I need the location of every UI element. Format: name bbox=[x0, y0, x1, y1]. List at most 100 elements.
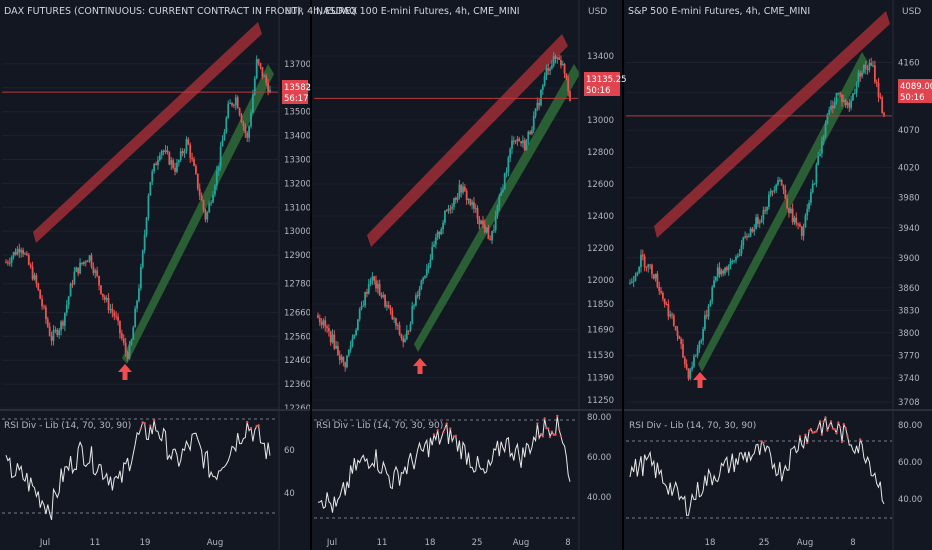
candle-body bbox=[141, 250, 144, 267]
candle-body bbox=[337, 345, 339, 356]
sp500-price-tag-bg bbox=[898, 79, 932, 103]
candle-body bbox=[265, 76, 268, 83]
candle-body bbox=[259, 63, 262, 68]
candle-body bbox=[373, 276, 376, 281]
candle-body bbox=[172, 160, 175, 168]
candle-body bbox=[567, 78, 570, 92]
sp500-currency-label: USD bbox=[902, 7, 921, 17]
candle-body bbox=[71, 283, 74, 285]
rsi-overbought-point bbox=[817, 426, 820, 429]
price-axis-tick: 12460 bbox=[284, 356, 311, 366]
candle-body bbox=[198, 188, 201, 196]
candle-body bbox=[424, 275, 426, 278]
candle-body bbox=[842, 99, 845, 103]
candle-body bbox=[166, 150, 169, 153]
candle-body bbox=[660, 291, 662, 293]
candle-body bbox=[665, 303, 668, 305]
candle-body bbox=[267, 82, 270, 93]
candle-body bbox=[795, 217, 798, 224]
candle-body bbox=[641, 254, 644, 257]
candle-body bbox=[206, 212, 209, 220]
price-axis-tick: 11690 bbox=[587, 326, 614, 336]
candle-body bbox=[757, 217, 759, 224]
candle-body bbox=[269, 89, 271, 93]
candle-body bbox=[883, 112, 885, 117]
candle-body bbox=[550, 65, 553, 69]
candle-body bbox=[822, 136, 825, 142]
price-axis-tick: 12360 bbox=[284, 380, 311, 390]
candle-body bbox=[652, 274, 655, 279]
candle-body bbox=[84, 261, 87, 263]
candle-body bbox=[214, 185, 216, 195]
candle-body bbox=[208, 203, 211, 213]
candle-body bbox=[355, 329, 357, 335]
candle-body bbox=[223, 132, 226, 141]
candle-body bbox=[16, 248, 19, 255]
candle-body bbox=[714, 276, 717, 281]
candle-body bbox=[682, 343, 684, 358]
candle-body bbox=[725, 267, 728, 271]
candle-body bbox=[134, 308, 137, 328]
candle-body bbox=[469, 198, 472, 205]
candle-body bbox=[465, 190, 468, 200]
candle-body bbox=[451, 206, 454, 209]
candle-body bbox=[746, 236, 748, 238]
rsi-overbought-point bbox=[807, 429, 811, 432]
candle-body bbox=[764, 209, 767, 211]
rsi-overbought-point bbox=[762, 441, 765, 445]
candle-body bbox=[498, 195, 501, 206]
candle-body bbox=[366, 291, 368, 294]
candle-body bbox=[634, 275, 637, 281]
price-axis-tick: 12800 bbox=[587, 148, 614, 158]
candle-body bbox=[79, 262, 81, 274]
candle-body bbox=[462, 186, 464, 193]
candle-body bbox=[117, 316, 119, 321]
sp500-price-tag-value: 4089.00 bbox=[900, 82, 932, 92]
candle-body bbox=[39, 289, 42, 299]
nasdaq-chart-panel[interactable]: 1340013200130001280012600124001220012000… bbox=[310, 0, 623, 550]
candle-body bbox=[837, 92, 840, 94]
candle-body bbox=[105, 297, 108, 300]
dax-chart-panel[interactable]: 1370013600135001340013300132001310013000… bbox=[0, 0, 311, 550]
time-axis-tick: 11 bbox=[377, 538, 388, 548]
price-axis-tick: 3860 bbox=[898, 284, 920, 294]
rsi-overbought-point bbox=[547, 427, 550, 430]
candle-body bbox=[753, 229, 756, 232]
candle-body bbox=[844, 99, 847, 106]
candle-body bbox=[771, 190, 774, 192]
candle-body bbox=[73, 271, 76, 284]
candle-body bbox=[713, 280, 715, 288]
rsi-overbought-point bbox=[443, 426, 447, 430]
candle-body bbox=[333, 334, 336, 349]
rsi-overbought-point bbox=[837, 421, 840, 424]
candle-body bbox=[322, 320, 325, 325]
candle-body bbox=[369, 280, 372, 285]
candle-body bbox=[411, 305, 414, 324]
candle-body bbox=[511, 140, 513, 149]
sp500-price-tag-timer: 50:16 bbox=[900, 93, 925, 103]
time-axis-tick: Aug bbox=[797, 538, 814, 548]
candle-body bbox=[855, 84, 858, 94]
candle-body bbox=[422, 277, 425, 281]
candle-body bbox=[449, 208, 452, 210]
candle-body bbox=[494, 215, 497, 230]
candle-body bbox=[132, 327, 135, 340]
candle-body bbox=[429, 259, 432, 266]
time-axis-tick: 18 bbox=[425, 538, 436, 548]
candle-body bbox=[425, 269, 428, 276]
rsi-overbought-point bbox=[838, 425, 842, 429]
candle-body bbox=[200, 195, 203, 201]
candle-body bbox=[96, 270, 99, 277]
sp500-chart-panel[interactable]: 4160412040704020398039403900386038303800… bbox=[622, 0, 932, 550]
candle-body bbox=[387, 304, 390, 308]
candle-body bbox=[647, 264, 650, 268]
support-channel-band bbox=[122, 64, 274, 364]
candle-body bbox=[413, 305, 415, 307]
candle-body bbox=[791, 208, 794, 223]
candle-body bbox=[204, 209, 207, 220]
rsi-overbought-point bbox=[149, 424, 152, 427]
candle-body bbox=[231, 102, 233, 106]
rsi-axis-tick: 40.00 bbox=[587, 493, 611, 503]
